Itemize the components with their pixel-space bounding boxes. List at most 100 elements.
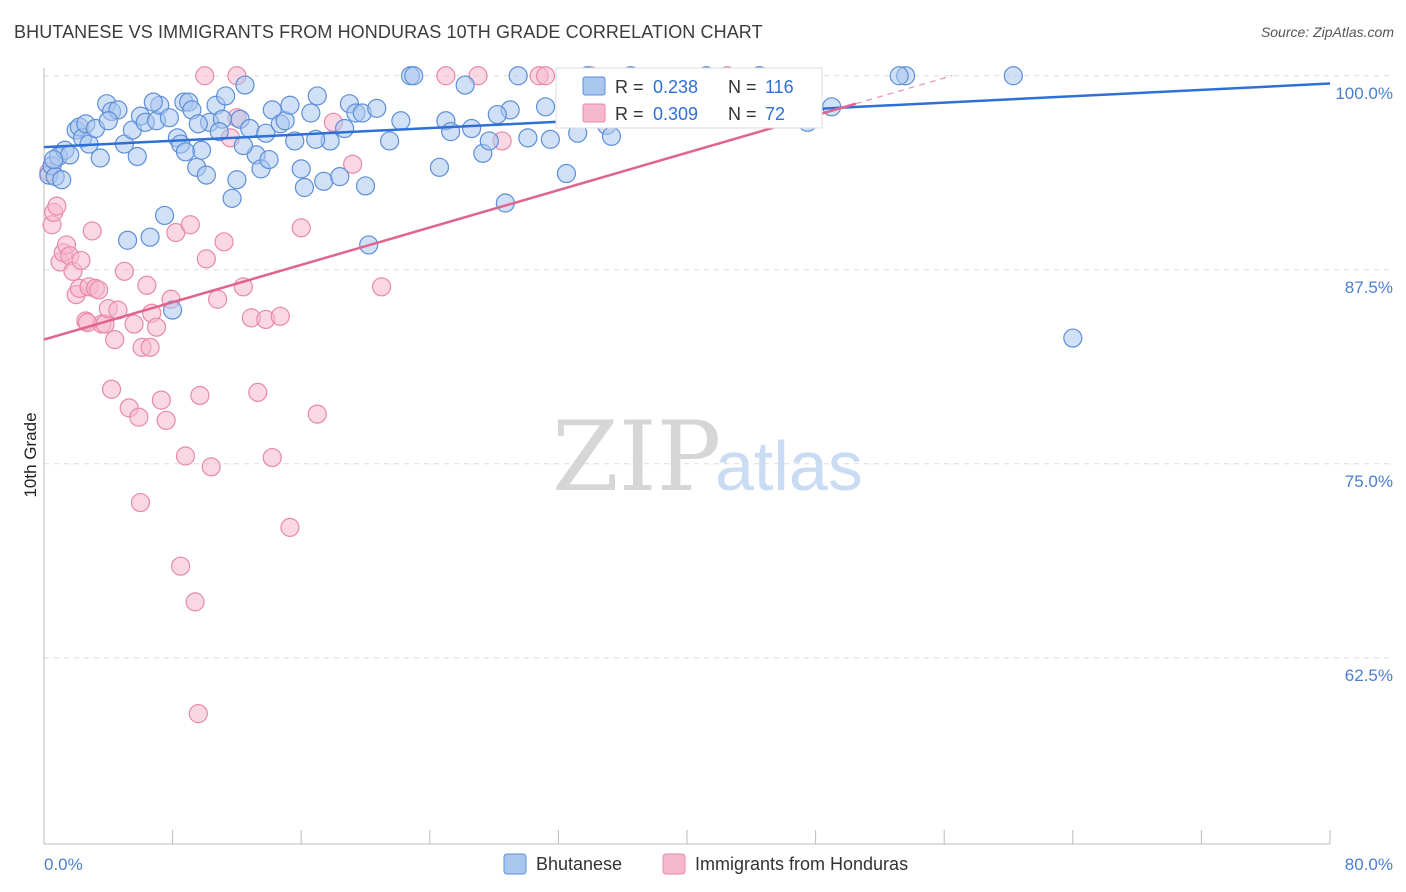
- legend-label-honduras: Immigrants from Honduras: [695, 854, 908, 874]
- honduras-point-52: [291, 218, 311, 238]
- bhutanese-point-78: [518, 128, 538, 148]
- bhutanese-point-42: [227, 170, 247, 190]
- honduras-point-38: [190, 385, 210, 406]
- stats-pink-r-label: R =: [615, 104, 644, 124]
- bhutanese-point-54: [291, 159, 311, 179]
- honduras-point-49: [262, 447, 282, 468]
- stats-blue-swatch: [582, 76, 606, 96]
- bhutanese-point-6: [60, 145, 80, 165]
- honduras-point-27: [137, 275, 157, 295]
- honduras-point-51: [280, 517, 300, 537]
- bhutanese-point-94: [889, 66, 909, 86]
- bhutanese-point-57: [307, 86, 327, 106]
- stats-pink-swatch: [582, 103, 606, 123]
- stats-legend-box: R = 0.238 N = 116 R = 0.309 N = 72: [555, 67, 823, 129]
- honduras-point-30: [151, 390, 171, 410]
- bhutanese-point-108: [535, 97, 556, 117]
- bhutanese-point-53: [285, 131, 305, 151]
- y-axis-label: 10th Grade: [21, 412, 40, 497]
- bhutanese-point-48: [256, 123, 276, 143]
- bhutanese-point-23: [140, 227, 160, 247]
- bhutanese-point-35: [191, 140, 212, 160]
- bhutanese-point-104: [355, 176, 376, 196]
- source-credit: Source: ZipAtlas.com: [1260, 24, 1394, 40]
- honduras-point-56: [371, 277, 392, 297]
- stats-blue-r-label: R =: [615, 77, 644, 97]
- honduras-point-15: [89, 280, 109, 300]
- bhutanese-point-58: [314, 171, 334, 191]
- honduras-point-29: [146, 317, 167, 337]
- honduras-point-22: [114, 261, 134, 281]
- x-tick-label-min: 0.0%: [44, 855, 83, 874]
- honduras-point-31: [156, 410, 176, 430]
- bhutanese-point-18: [117, 230, 138, 250]
- bhutanese-point-72: [455, 75, 475, 95]
- chart-title: BHUTANESE VS IMMIGRANTS FROM HONDURAS 10…: [14, 22, 763, 42]
- bhutanese-point-77: [508, 66, 528, 86]
- legend-swatch-honduras: [662, 853, 686, 875]
- stats-blue-r-value: 0.238: [653, 77, 698, 97]
- bhutanese-point-100: [175, 142, 196, 162]
- bhutanese-point-79: [540, 129, 560, 149]
- bhutanese-point-113: [143, 92, 163, 112]
- bhutanese-point-56: [301, 103, 321, 123]
- grid-lines: [44, 75, 1393, 659]
- watermark-zip: ZIP: [552, 401, 721, 513]
- honduras-point-70: [140, 337, 160, 357]
- y-tick-label-0: 100.0%: [1335, 84, 1393, 103]
- honduras-point-3: [47, 196, 67, 216]
- bhutanese-point-74: [479, 131, 499, 151]
- honduras-point-58: [468, 66, 488, 86]
- bhutanese-point-107: [487, 104, 507, 125]
- honduras-point-39: [196, 249, 216, 269]
- bhutanese-point-84: [601, 126, 622, 146]
- stats-blue-n-label: N =: [728, 77, 757, 97]
- bhutanese-point-99: [44, 149, 64, 170]
- bhutanese-point-52: [280, 95, 300, 115]
- honduras-point-41: [208, 289, 228, 309]
- honduras-trend-extension: [855, 75, 953, 105]
- bhutanese-point-71: [441, 122, 461, 142]
- y-tick-labels: 100.0% 87.5% 75.0% 62.5%: [1335, 84, 1393, 685]
- bhutanese-point-36: [196, 165, 216, 185]
- honduras-point-42: [214, 232, 234, 252]
- bhutanese-point-115: [233, 136, 253, 156]
- bhutanese-point-112: [98, 111, 118, 131]
- honduras-point-67: [130, 492, 151, 513]
- bhutanese-point-105: [391, 111, 411, 131]
- x-tick-label-max: 80.0%: [1345, 855, 1393, 874]
- honduras-point-47: [248, 382, 268, 402]
- bhutanese-point-80: [556, 163, 577, 184]
- bhutanese-point-97: [404, 66, 424, 86]
- honduras-point-65: [195, 66, 215, 86]
- bhutanese-point-69: [429, 157, 450, 177]
- bhutanese-point-55: [294, 177, 315, 198]
- honduras-point-61: [535, 66, 556, 86]
- legend-label-bhutanese: Bhutanese: [536, 854, 622, 874]
- stats-pink-n-value: 72: [765, 104, 785, 124]
- series-legend: Bhutanese Immigrants from Honduras: [503, 853, 908, 875]
- honduras-point-19: [101, 379, 122, 399]
- honduras-point-35: [175, 446, 196, 466]
- honduras-point-24: [124, 314, 144, 334]
- stats-pink-r-value: 0.309: [653, 104, 698, 124]
- bhutanese-point-95: [1003, 66, 1023, 86]
- bhutanese-point-20: [127, 146, 147, 167]
- bhutanese-points: [39, 66, 1083, 348]
- legend-swatch-bhutanese: [503, 853, 527, 875]
- bhutanese-point-114: [188, 114, 208, 134]
- bhutanese-point-67: [380, 131, 400, 151]
- honduras-point-20: [105, 330, 125, 350]
- watermark-atlas: atlas: [715, 427, 863, 505]
- honduras-point-40: [201, 457, 221, 477]
- bhutanese-point-101: [209, 122, 229, 142]
- stats-blue-n-value: 116: [765, 77, 794, 97]
- bhutanese-point-60: [330, 167, 350, 187]
- honduras-point-57: [436, 66, 456, 86]
- bhutanese-point-13: [90, 148, 110, 168]
- honduras-point-36: [180, 215, 200, 235]
- bhutanese-point-40: [216, 86, 236, 106]
- honduras-point-68: [188, 704, 208, 724]
- bhutanese-point-4: [52, 170, 72, 190]
